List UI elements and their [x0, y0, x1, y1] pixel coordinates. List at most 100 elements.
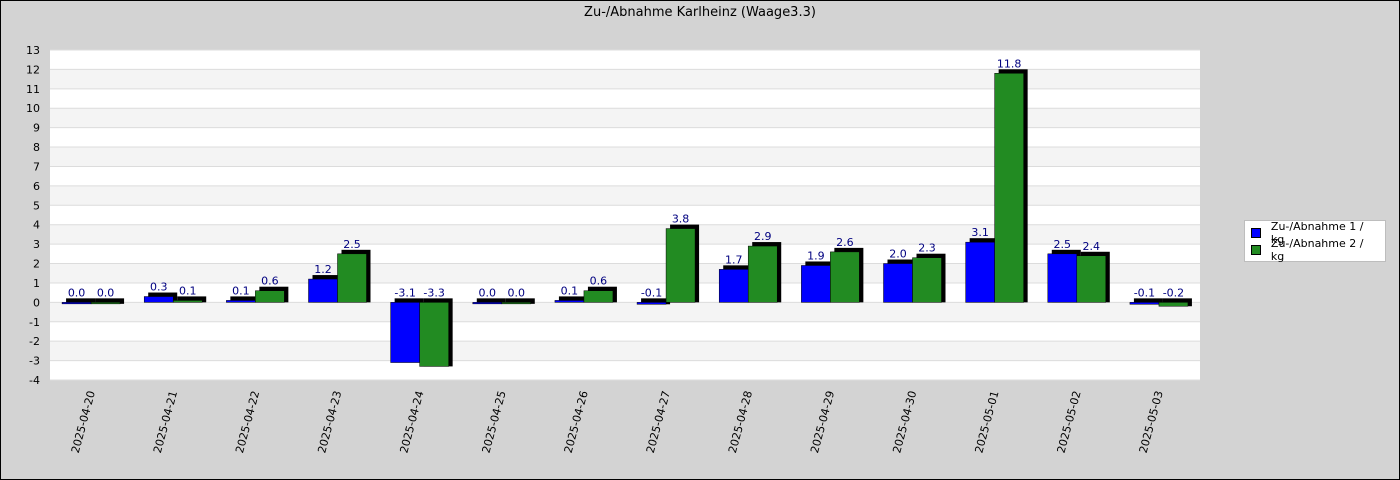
data-label: 0.1: [561, 284, 579, 297]
y-tick-label: 9: [33, 122, 40, 135]
x-tick-label: 2025-04-26: [562, 389, 591, 454]
bar-shadow: [66, 298, 96, 304]
grid-band: [50, 224, 1200, 245]
legend-label-series-1: Zu-/Abnahme 1 / kg: [1270, 219, 1364, 246]
data-label: -0.1: [641, 286, 662, 299]
bar-series-1: [308, 278, 338, 303]
bar-shadow: [1133, 298, 1163, 305]
data-label: 0.6: [261, 275, 279, 288]
bar-series-1: [801, 265, 831, 303]
data-label: 0.0: [508, 286, 526, 299]
data-label: 0.0: [68, 286, 86, 299]
data-label: -3.1: [394, 286, 415, 299]
data-label: 0.1: [232, 284, 250, 297]
y-tick-label: 12: [26, 63, 40, 76]
grid-band: [50, 360, 1200, 380]
x-tick-label: 2025-04-28: [726, 389, 755, 454]
bar-shadow: [641, 298, 671, 305]
grid-band: [50, 205, 1200, 225]
legend: Zu-/Abnahme 1 / kg Zu-/Abnahme 2 / kg: [1244, 220, 1386, 263]
data-label: 2.3: [918, 242, 936, 255]
x-tick-label: 2025-04-24: [397, 389, 426, 454]
y-tick-label: 5: [33, 199, 40, 212]
bar-series-2: [1158, 302, 1189, 307]
y-tick-label: 13: [26, 44, 40, 57]
bar-shadow: [558, 296, 588, 303]
bar-series-2: [172, 300, 203, 303]
y-tick-label: -3: [29, 355, 40, 368]
grid-band: [50, 321, 1200, 342]
data-label: 0.0: [97, 286, 115, 299]
x-tick-label: 2025-05-02: [1055, 389, 1084, 454]
data-label: 2.5: [1054, 238, 1072, 251]
grid-band: [50, 185, 1200, 206]
x-tick-label: 2025-05-03: [1137, 389, 1166, 454]
y-tick-label: 3: [33, 238, 40, 251]
legend-label-series-2: Zu-/Abnahme 2 / kg: [1270, 236, 1364, 263]
bar-shadow: [476, 298, 506, 304]
data-label: 3.1: [971, 226, 989, 239]
x-tick-label: 2025-05-01: [972, 389, 1001, 454]
bar-series-2: [501, 302, 532, 305]
y-tick-label: 2: [33, 258, 40, 271]
data-label: 2.9: [754, 230, 772, 243]
y-tick-label: 1: [33, 277, 40, 290]
x-tick-label: 2025-04-22: [233, 389, 262, 454]
bar-series-1: [636, 302, 667, 305]
data-label: 2.6: [836, 236, 854, 249]
bar-series-1: [143, 296, 174, 303]
grid-band: [50, 166, 1200, 186]
x-axis: 2025-04-20 2025-04-21 2025-04-22 2025-04-23…: [69, 389, 1166, 454]
grid-band: [50, 50, 1200, 70]
bar-series-2: [665, 228, 696, 303]
bar-shadow: [505, 298, 535, 304]
bars: [61, 69, 1192, 367]
data-label: 0.3: [150, 281, 168, 294]
grid-band: [50, 88, 1200, 109]
bar-series-1: [718, 269, 749, 303]
y-tick-label: 7: [33, 160, 40, 173]
grid-band: [50, 69, 1200, 89]
y-tick-label: -2: [29, 335, 40, 348]
x-tick-label: 2025-04-23: [315, 389, 344, 454]
bar-series-2: [337, 253, 367, 303]
grid-band: [50, 302, 1200, 322]
data-label: 1.9: [807, 249, 825, 262]
data-label: 0.1: [179, 284, 197, 297]
data-label: 11.8: [997, 57, 1022, 70]
grid-band: [50, 108, 1200, 128]
x-tick-label: 2025-04-29: [808, 389, 837, 454]
bar-shadow: [95, 298, 125, 304]
data-label: -3.3: [423, 286, 444, 299]
bar-series-2: [830, 251, 860, 303]
bar-series-2: [994, 73, 1024, 303]
y-tick-label: -4: [29, 374, 40, 387]
y-tick-label: 4: [33, 219, 40, 232]
x-tick-label: 2025-04-20: [69, 389, 98, 454]
data-label: 0.6: [590, 275, 608, 288]
y-tick-label: 0: [33, 296, 40, 309]
bar-series-2: [419, 302, 449, 367]
data-label: 2.0: [889, 248, 907, 261]
y-tick-label: 10: [26, 102, 40, 115]
legend-item-series-2: Zu-/Abnahme 2 / kg: [1251, 237, 1379, 263]
y-tick-label: 11: [26, 83, 40, 96]
x-tick-label: 2025-04-21: [151, 389, 180, 454]
data-labels: 0.0 0.0 0.3 0.1 0.1 0.6 1.2 2.5 -3.1 -3.3 0.0 0.0 0.…: [68, 57, 1184, 299]
bar-series-1: [61, 302, 92, 305]
y-tick-label: 6: [33, 180, 40, 193]
bar-series-2: [255, 290, 285, 303]
x-tick-label: 2025-04-30: [890, 389, 919, 454]
bar-series-2: [583, 290, 614, 303]
data-label: 2.5: [343, 238, 361, 251]
legend-swatch-series-2: [1251, 244, 1261, 255]
bar-series-1: [1129, 302, 1160, 305]
data-label: 2.4: [1083, 240, 1101, 253]
grid-band: [50, 147, 1200, 167]
data-label: -0.1: [1134, 286, 1155, 299]
x-tick-label: 2025-04-27: [644, 389, 673, 454]
legend-item-series-1: Zu-/Abnahme 1 / kg: [1251, 220, 1379, 246]
data-label: 3.8: [672, 213, 690, 226]
